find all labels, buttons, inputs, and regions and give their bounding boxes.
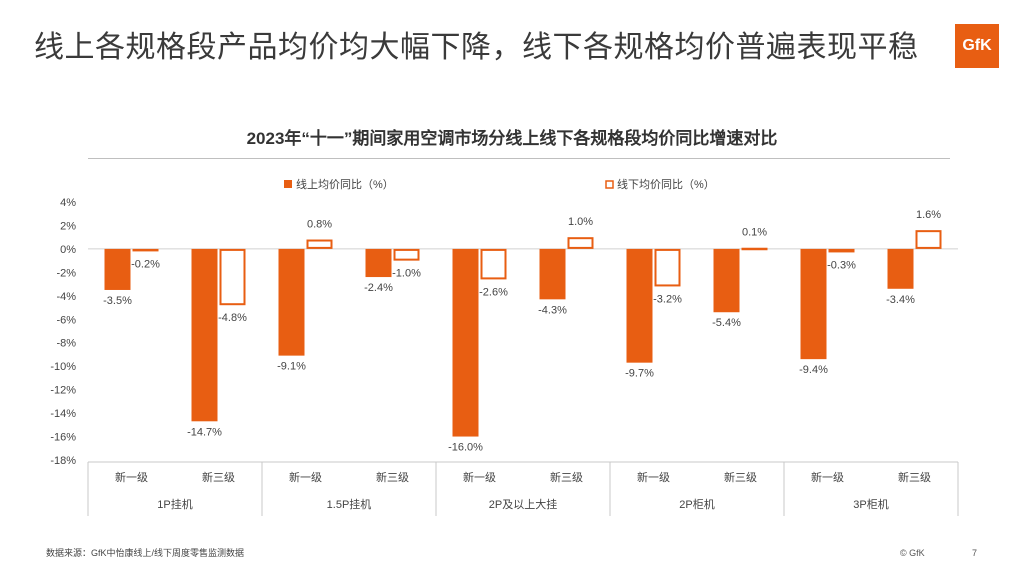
bar-online [452, 248, 479, 437]
y-tick-label: -18% [50, 455, 76, 467]
x-group-label: 1P挂机 [157, 497, 192, 511]
y-tick-label: 2% [60, 220, 76, 232]
bar-offline [567, 237, 594, 249]
data-label-online: -16.0% [448, 442, 483, 454]
data-label-offline: 1.6% [916, 209, 941, 221]
x-group-label: 3P柜机 [853, 497, 888, 511]
bar-offline [132, 248, 159, 252]
data-label-offline: 0.1% [742, 227, 767, 239]
data-label-offline: 1.0% [568, 216, 593, 228]
chart-title: 2023年“十一”期间家用空调市场分线上线下各规格段均价同比增速对比 [246, 129, 778, 148]
data-label-offline: -3.2% [653, 293, 682, 305]
x-category-label: 新一级 [289, 470, 322, 484]
bar-offline [480, 248, 507, 280]
bar-online [626, 248, 653, 363]
data-label-online: -5.4% [712, 317, 741, 329]
bar-offline [393, 248, 420, 261]
title-divider [88, 158, 950, 159]
bar-online [104, 248, 131, 290]
x-group-label: 2P柜机 [679, 497, 714, 511]
data-label-online: -14.7% [187, 426, 222, 438]
x-category-label: 新一级 [637, 470, 670, 484]
y-tick-label: -6% [56, 314, 76, 326]
x-category-label: 新一级 [811, 470, 844, 484]
y-tick-label: -14% [50, 408, 76, 420]
bar-chart: 4% 2% 0% -2% -4% -6% -8% -10% -12% -14% -16% -18% -3… [50, 177, 959, 516]
bar-online [278, 248, 305, 356]
x-group-label: 2P及以上大挂 [489, 497, 557, 511]
data-label-online: -9.1% [277, 361, 306, 373]
data-label-online: -9.7% [625, 368, 654, 380]
y-tick-label: -8% [56, 338, 76, 350]
bar-online [800, 248, 827, 360]
data-label-online: -2.4% [364, 282, 393, 294]
y-tick-label: 0% [60, 244, 76, 256]
legend-label-offline: 线下均价同比（%） [617, 177, 715, 191]
bar-offline [741, 247, 768, 251]
y-tick-label: -4% [56, 291, 76, 303]
legend-swatch-online [284, 180, 292, 188]
x-category-label: 新一级 [463, 470, 496, 484]
x-category-label: 新一级 [115, 470, 148, 484]
bar-online [887, 248, 914, 289]
copyright: © GfK [900, 548, 925, 558]
bar-online [539, 248, 566, 300]
x-category-label: 新三级 [550, 470, 583, 484]
legend-swatch-offline [605, 180, 614, 189]
bar-offline [306, 239, 333, 249]
y-tick-label: -2% [56, 267, 76, 279]
bar-offline [828, 248, 855, 253]
x-group-label: 1.5P挂机 [327, 497, 372, 511]
data-label-online: -3.4% [886, 294, 915, 306]
data-label-offline: -2.6% [479, 286, 508, 298]
y-tick-label: -16% [50, 432, 76, 444]
legend-label-online: 线上均价同比（%） [296, 177, 394, 191]
x-category-label: 新三级 [724, 470, 757, 484]
x-category-label: 新三级 [202, 470, 235, 484]
bar-offline [915, 230, 942, 249]
bar-online [191, 248, 218, 422]
data-label-offline: -0.2% [131, 258, 160, 270]
data-source-note: 数据来源：GfK中怡康线上/线下周度零售监测数据 [46, 548, 245, 558]
page-headline: 线上各规格段产品均价均大幅下降，线下各规格均价普遍表现平稳 [34, 31, 919, 64]
gfk-logo: GfK [955, 24, 999, 68]
bar-offline [654, 248, 681, 287]
y-tick-label: -10% [50, 361, 76, 373]
page-number: 7 [972, 548, 978, 558]
x-category-label: 新三级 [376, 470, 409, 484]
x-category-label: 新三级 [898, 470, 931, 484]
data-label-online: -4.3% [538, 304, 567, 316]
y-tick-label: 4% [60, 197, 76, 209]
bar-online [365, 248, 392, 278]
data-label-offline: 0.8% [307, 219, 332, 231]
data-label-online: -9.4% [799, 364, 828, 376]
data-label-offline: -4.8% [218, 312, 247, 324]
data-label-offline: -0.3% [827, 259, 856, 271]
data-label-offline: -1.0% [392, 268, 421, 280]
bar-online [713, 248, 740, 313]
bar-offline [219, 248, 246, 306]
data-label-online: -3.5% [103, 295, 132, 307]
y-tick-label: -12% [50, 385, 76, 397]
